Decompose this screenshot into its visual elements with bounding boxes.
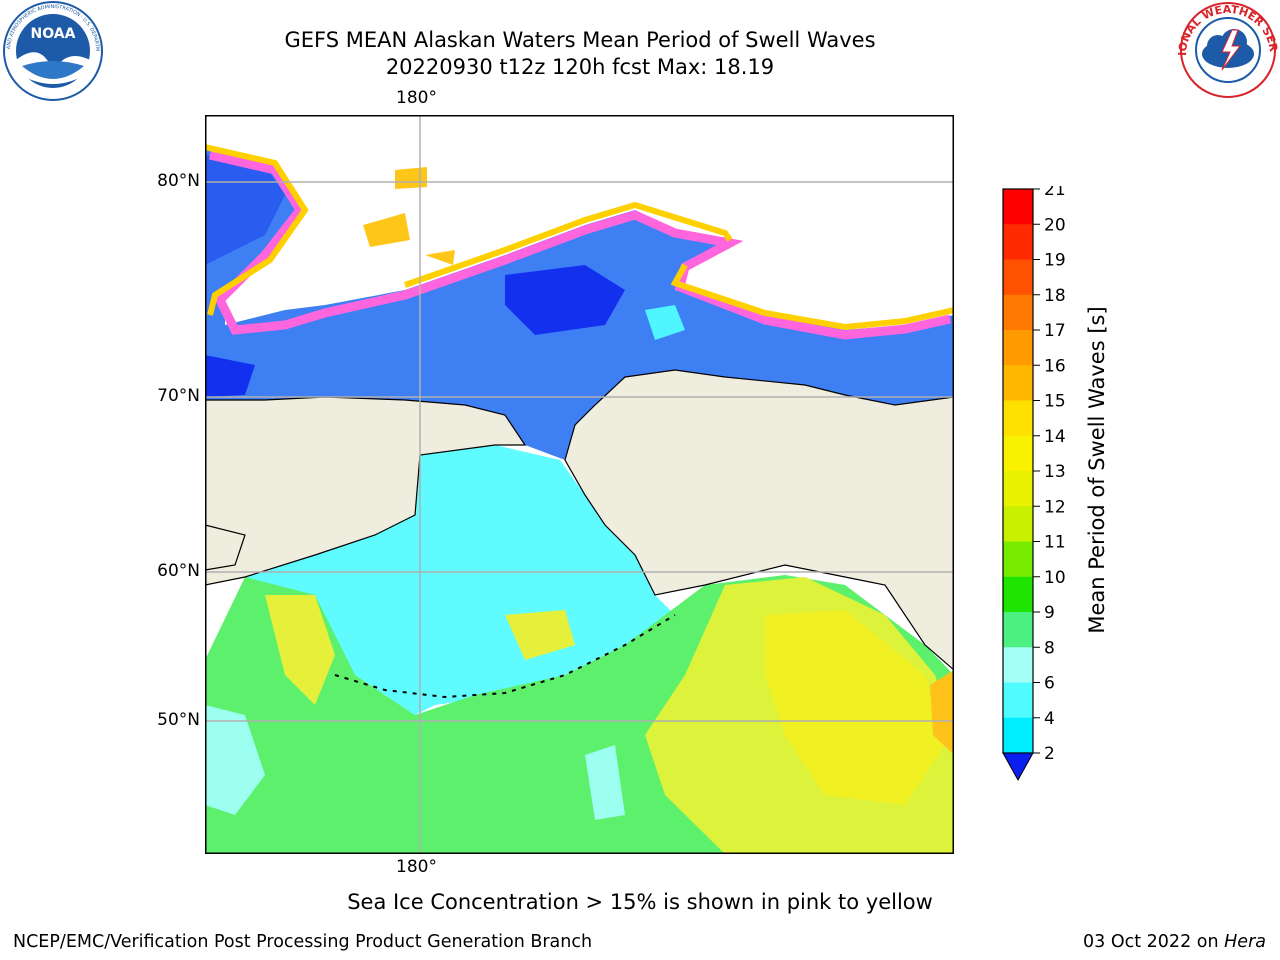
colorbar-swatch: [1003, 435, 1033, 472]
colorbar-title: Mean Period of Swell Waves [s]: [1085, 306, 1109, 634]
colorbar-tick-label: 16: [1044, 356, 1066, 376]
arctic-dark-patch: [205, 265, 625, 397]
colorbar-swatch: [1003, 541, 1033, 578]
aleutian-islands: [334, 614, 676, 699]
chukotka-land: [205, 524, 246, 571]
bering-yellow-patch: [265, 595, 575, 705]
colorbar-tick-label: 10: [1044, 568, 1066, 588]
lat-label-70n: 70°N: [157, 386, 200, 406]
footer-credit: NCEP/EMC/Verification Post Processing Pr…: [13, 932, 593, 952]
colorbar-swatch: [1003, 576, 1033, 613]
colorbar-tick-label: 2: [1044, 744, 1055, 764]
colorbar-swatches: [1003, 189, 1033, 754]
colorbar-swatch: [1003, 682, 1033, 719]
footer-date: 03 Oct 2022 on Hera: [1083, 932, 1266, 952]
colorbar-tick-label: 13: [1044, 462, 1066, 482]
pacific-yellow-band: [765, 610, 945, 805]
noaa-logo-icon: NOAA NATIONAL OCEANIC AND ATMOSPHERIC AD…: [2, 0, 103, 101]
colorbar-tick-label: 8: [1044, 638, 1055, 658]
colorbar-extend-arrow: [1002, 752, 1034, 782]
colorbar-tick-label: 20: [1044, 215, 1066, 235]
colorbar-swatch: [1003, 259, 1033, 296]
colorbar-ticks: 21 20 19 18 17 16 15 14 13 12 11 10 9 8 6 4 2: [1033, 186, 1066, 764]
lat-label-80n: 80°N: [157, 171, 200, 191]
siberia-land: [205, 396, 527, 586]
bering-sea-swell: [245, 445, 675, 715]
colorbar-swatch: [1003, 647, 1033, 683]
pacific-orange-patch: [930, 670, 954, 755]
sea-ice-edge: [208, 150, 951, 340]
sea-ice-edge-yellow: [205, 144, 954, 331]
colorbar-tick-label: 14: [1044, 427, 1066, 447]
swell-period-map: [205, 115, 954, 854]
colorbar-swatch: [1003, 189, 1033, 225]
sea-ice-caption: Sea Ice Concentration > 15% is shown in …: [347, 890, 933, 914]
footer-date-text: 03 Oct 2022 on: [1083, 932, 1225, 952]
colorbar-tick-label: 19: [1044, 251, 1066, 271]
colorbar-swatch: [1003, 330, 1033, 366]
lat-label-50n: 50°N: [157, 710, 200, 730]
lon-label-bottom: 180°: [396, 857, 437, 877]
colorbar-tick-label: 11: [1044, 533, 1066, 553]
arctic-cyan-patch: [645, 305, 685, 340]
footer-host: Hera: [1224, 932, 1266, 952]
lon-label-top: 180°: [396, 88, 437, 108]
chart-title: GEFS MEAN Alaskan Waters Mean Period of …: [284, 28, 876, 52]
colorbar-tick-label: 6: [1044, 674, 1055, 694]
chart-subtitle: 20220930 t12z 120h fcst Max: 18.19: [385, 55, 775, 79]
graticule: [205, 115, 954, 854]
colorbar-swatch: [1003, 506, 1033, 542]
colorbar-swatch: [1003, 471, 1033, 507]
colorbar-swatch: [1003, 294, 1033, 331]
map-border: [205, 115, 954, 854]
colorbar: 21 20 19 18 17 16 15 14 13 12 11 10 9 8 6 4 2: [1002, 186, 1066, 782]
colorbar-tick-label: 4: [1044, 709, 1055, 729]
colorbar-tick-label: 15: [1044, 392, 1066, 412]
colorbar-tick-label: 12: [1044, 497, 1066, 517]
colorbar-swatch: [1003, 717, 1033, 754]
colorbar-swatch: [1003, 612, 1033, 648]
colorbar-tick-label: 9: [1044, 603, 1055, 623]
colorbar-swatch: [1003, 365, 1033, 401]
colorbar-tick-label: 18: [1044, 286, 1066, 306]
nws-logo-icon: NATIONAL WEATHER SERVICE: [1176, 0, 1280, 98]
colorbar-swatch: [1003, 224, 1033, 260]
lat-label-60n: 60°N: [157, 561, 200, 581]
floating-ice-patches: [363, 167, 455, 265]
colorbar-swatch: [1003, 400, 1033, 437]
colorbar-tick-label: 21: [1044, 186, 1066, 200]
alaska-land: [564, 369, 954, 671]
noaa-logo-text: NOAA: [31, 26, 76, 42]
colorbar-tick-label: 17: [1044, 321, 1066, 341]
